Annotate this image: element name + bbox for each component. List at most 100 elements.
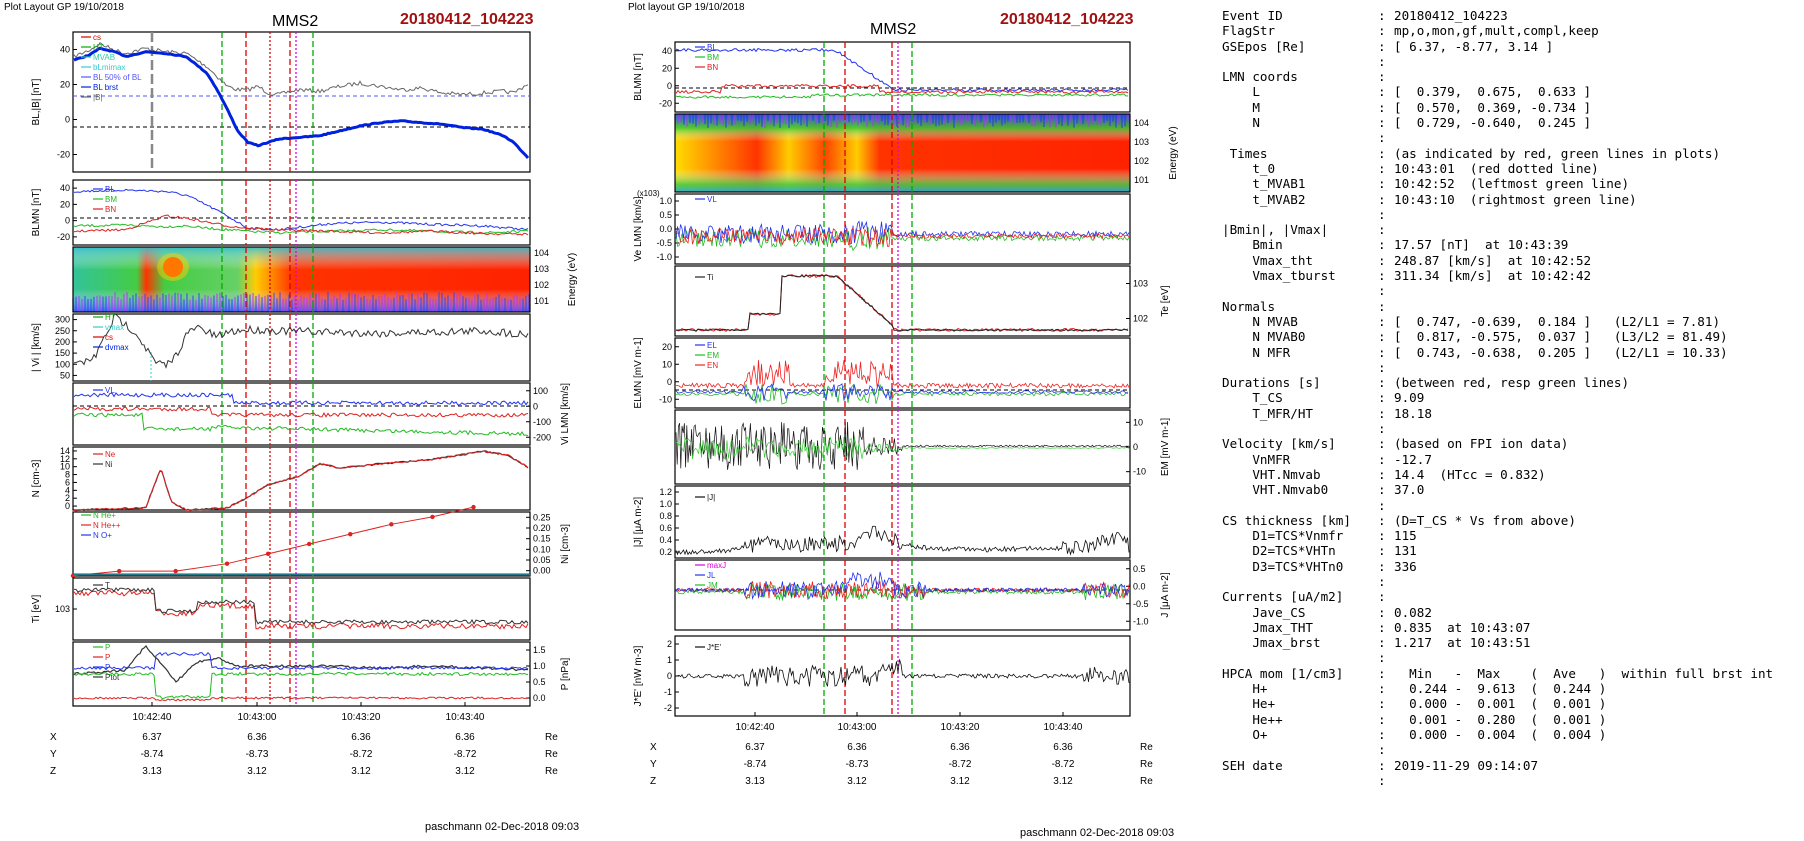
y-tick-label: 0.2 xyxy=(659,547,672,557)
info-row: Currents [uA/m2]: xyxy=(1222,589,1794,604)
ni-panel-ylabel: Ni [cm-3] xyxy=(560,524,571,564)
info-key: Jmax_brst xyxy=(1222,635,1321,651)
right-footer: paschmann 02-Dec-2018 09:03 xyxy=(1020,827,1174,839)
y-tick-label: 0.10 xyxy=(533,544,551,554)
energy-panel-frame xyxy=(72,246,531,313)
info-row: |Bmin|, |Vmax|: xyxy=(1222,222,1794,237)
info-separator: : xyxy=(1378,191,1386,207)
y-tick-label: -20 xyxy=(659,98,672,108)
legend-entry: Ti xyxy=(707,273,714,282)
y-tick-label: 10 xyxy=(662,359,672,369)
vn-series xyxy=(73,406,529,418)
y-tick-label: 103 xyxy=(55,604,70,614)
legend-entry: N He++ xyxy=(93,521,121,530)
info-value: [ 0.747, -0.639, 0.184 ] (L2/L1 = 7.81) xyxy=(1394,313,1721,329)
info-key: H+ xyxy=(1222,681,1268,697)
position-value: -8.72 xyxy=(350,749,373,760)
info-value: (based on FPI ion data) xyxy=(1394,436,1569,452)
info-row: VHT.Nmvab0:37.0 xyxy=(1222,482,1794,497)
legend-entry: BN xyxy=(105,205,116,214)
info-value: [ 0.729, -0.640, 0.245 ] xyxy=(1394,115,1592,131)
blmn-r-panel-frame xyxy=(674,41,1131,113)
info-row: Bmin:17.57 [nT] at 10:43:39 xyxy=(1222,237,1794,252)
info-row: T_MFR/HT:18.18 xyxy=(1222,406,1794,421)
ti-series xyxy=(675,274,1129,332)
y-tick-label: 2 xyxy=(65,493,70,503)
info-row: He+: 0.000 - 0.001 ( 0.001 ) xyxy=(1222,696,1794,711)
info-row: D1=TCS*Vnmfr:115 xyxy=(1222,528,1794,543)
info-row: He++: 0.001 - 0.280 ( 0.001 ) xyxy=(1222,712,1794,727)
y-tick-label: 0.00 xyxy=(533,566,551,576)
info-separator: : xyxy=(1378,298,1386,314)
info-key: D3=TCS*VHTn0 xyxy=(1222,558,1344,574)
j-panel-ylabel: |J| [μA m-2] xyxy=(633,497,644,548)
en-series xyxy=(675,360,1130,390)
legend-entry: |J| xyxy=(707,493,715,502)
info-value: 14.4 (HTcc = 0.832) xyxy=(1394,466,1546,482)
legend-entry: VL xyxy=(105,386,115,395)
bn-series xyxy=(675,83,1129,95)
he-plus-plus-point xyxy=(471,504,476,510)
y-tick-label: -0.5 xyxy=(656,238,672,248)
position-value: 6.36 xyxy=(455,732,475,743)
position-row-label: X xyxy=(650,742,657,753)
info-key: Jave_CS xyxy=(1222,604,1306,620)
legend-entry: HT xyxy=(93,43,104,52)
info-separator: : xyxy=(1378,252,1386,268)
info-separator: : xyxy=(1378,558,1386,574)
info-row: : xyxy=(1222,283,1794,298)
velmn-multiplier: (x103) xyxy=(637,189,660,198)
p-panel-ylabel: P [nPa] xyxy=(560,657,571,690)
legend-entry: VL xyxy=(707,195,717,204)
velmn-panel-ylabel: Ve LMN [km/s] xyxy=(633,196,644,261)
position-unit: Re xyxy=(1140,776,1153,787)
y-tick-label: 0.4 xyxy=(659,535,672,545)
position-value: 6.37 xyxy=(142,732,162,743)
info-value: [ 0.570, 0.369, -0.734 ] xyxy=(1394,99,1592,115)
legend-entry: cs xyxy=(93,33,101,42)
info-key: Vmax_tht xyxy=(1222,252,1313,268)
y-tick-label: 0 xyxy=(667,377,672,387)
info-key: Times xyxy=(1222,145,1268,161)
info-key: He++ xyxy=(1222,711,1283,727)
y-tick-label: 40 xyxy=(662,46,672,56)
legend-entry: Ne xyxy=(105,450,116,459)
info-value: 115 xyxy=(1394,528,1417,544)
info-value: 9.09 xyxy=(1394,390,1425,406)
y-tick-label: -1 xyxy=(664,687,672,697)
energy-r-ylabel: Energy (eV) xyxy=(1168,126,1179,179)
legend-entry: J*E' xyxy=(707,643,721,652)
n-panel-ylabel: N [cm-3] xyxy=(31,459,42,497)
y-tick-label: 14 xyxy=(60,446,70,456)
info-separator: : xyxy=(1378,344,1386,360)
info-key: T_CS xyxy=(1222,390,1283,406)
info-value: 248.87 [km/s] at 10:42:52 xyxy=(1394,252,1592,268)
info-row: : xyxy=(1222,130,1794,145)
info-row: N MFR: [ 0.743, -0.638, 0.205 ] (L2/L1 = … xyxy=(1222,345,1794,360)
y-tick-label: 40 xyxy=(60,183,70,193)
info-separator: : xyxy=(1378,421,1386,437)
y-tick-label: 0 xyxy=(667,671,672,681)
ti-par-series xyxy=(73,589,529,630)
info-row: H+: 0.244 - 9.613 ( 0.244 ) xyxy=(1222,681,1794,696)
info-key: Velocity [km/s] xyxy=(1222,436,1336,452)
info-value: 20180412_104223 xyxy=(1394,8,1508,23)
position-value: 6.36 xyxy=(351,732,371,743)
el-series xyxy=(675,383,1129,402)
y-tick-label: 4 xyxy=(65,485,70,495)
info-separator: : xyxy=(1378,772,1386,788)
position-value: 3.12 xyxy=(351,766,371,777)
info-row: N MVAB0: [ 0.817, -0.575, 0.037 ] (L3/L2 … xyxy=(1222,329,1794,344)
blmn-panel-ylabel: BLMN [nT] xyxy=(31,188,42,236)
info-value: 0.835 at 10:43:07 xyxy=(1394,619,1531,635)
position-unit: Re xyxy=(1140,742,1153,753)
left-event-title: 20180412_104223 xyxy=(400,11,534,28)
legend-entry: HT xyxy=(105,313,116,322)
info-separator: : xyxy=(1378,53,1386,69)
bm-series xyxy=(675,93,1129,99)
y-tick-label: 104 xyxy=(1134,118,1149,128)
legend-entry: cs xyxy=(105,333,113,342)
blmn-r-panel-ylabel: BLMN [nT] xyxy=(633,53,644,101)
info-separator: : xyxy=(1378,84,1386,100)
